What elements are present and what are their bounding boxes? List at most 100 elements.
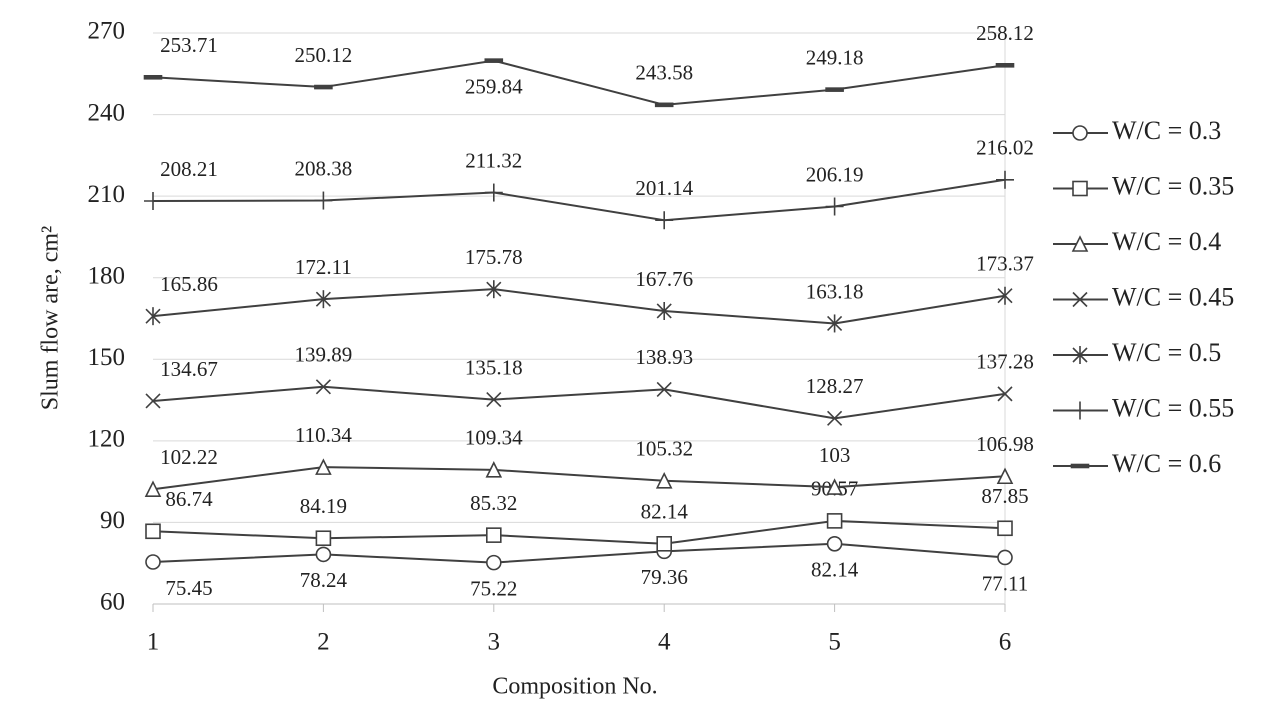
marker-part [315,530,332,547]
data-label: 165.86 [160,272,218,296]
legend-label: W/C = 0.45 [1112,282,1234,311]
marker [1072,125,1088,141]
data-label: 77.11 [982,571,1028,595]
data-label: 211.32 [465,148,522,172]
marker [1072,180,1088,197]
y-tick-label: 180 [88,262,126,289]
marker [1071,235,1089,252]
marker-part [826,513,843,529]
marker [144,192,162,211]
marker [996,170,1014,189]
marker [143,74,163,80]
x-tick-label: 4 [658,629,671,656]
data-label: 87.85 [981,484,1028,508]
marker-part [485,554,502,571]
marker [825,87,844,92]
marker [486,392,502,408]
marker [997,386,1013,402]
data-label: 208.21 [160,157,218,181]
series-line [152,178,1006,222]
data-label: 86.74 [165,487,213,511]
x-tick-label: 3 [488,629,501,656]
data-label: 253.71 [160,33,218,57]
series-line [152,466,1006,491]
marker-part [315,379,331,395]
marker-part [997,386,1013,402]
marker-part [997,549,1013,566]
data-label: 163.18 [806,279,864,303]
marker [827,410,843,426]
marker-part [1070,463,1090,469]
marker-part [826,478,843,495]
y-tick-label: 60 [100,589,125,616]
legend-label: W/C = 0.4 [1112,227,1221,256]
marker [656,381,672,397]
series-line [152,542,1006,564]
y-tick-label: 90 [100,507,125,534]
marker-part [144,480,162,498]
marker [996,467,1014,485]
data-label: 79.36 [641,565,688,589]
marker [484,183,503,202]
data-label: 137.28 [976,350,1034,374]
data-label: 75.45 [165,576,212,600]
marker-part [1072,180,1088,197]
legend-label: W/C = 0.5 [1112,338,1221,367]
data-label: 78.24 [300,568,348,592]
marker [825,197,844,216]
marker [144,480,162,498]
marker-part [485,461,503,478]
marker-part [997,520,1013,537]
marker [314,191,333,210]
marker [145,554,161,570]
marker [656,301,672,320]
marker [655,211,674,230]
data-label: 172.11 [295,255,352,279]
data-label: 105.32 [635,437,693,461]
marker [1072,291,1088,308]
data-label: 258.12 [976,21,1034,45]
data-label: 138.93 [635,345,693,369]
data-label: 206.19 [806,162,864,186]
data-label: 167.76 [635,267,693,291]
data-label: 82.14 [641,500,689,524]
marker-part [995,63,1015,68]
data-label: 82.14 [811,558,859,582]
marker-part [484,58,504,63]
marker [315,290,331,309]
marker-part [655,471,673,489]
data-label: 109.34 [465,426,523,450]
marker-part [1072,125,1088,141]
series-line [152,385,1006,420]
series-line [152,288,1006,325]
marker-part [145,393,161,409]
marker-part [315,458,332,475]
marker-part [1072,291,1088,308]
marker [145,523,161,540]
marker [826,513,843,529]
x-axis-label: Composition No. [492,674,657,700]
data-label: 216.02 [976,136,1034,160]
marker [655,471,673,489]
marker-part [656,536,673,552]
data-label: 84.19 [300,494,347,518]
marker [1072,346,1088,364]
y-tick-label: 210 [88,181,126,208]
data-label: 243.58 [635,61,693,85]
marker [485,461,503,478]
data-label: 85.32 [470,491,517,515]
marker-part [656,381,672,397]
series-line [152,59,1006,106]
series-line [152,519,1006,545]
y-tick-label: 120 [88,426,126,453]
legend-label: W/C = 0.3 [1112,116,1221,145]
data-label: 139.89 [295,343,353,367]
x-tick-label: 1 [147,629,160,656]
y-tick-label: 240 [88,99,126,126]
marker [1070,463,1090,469]
marker [145,393,161,409]
marker-part [143,74,163,80]
marker [315,379,331,395]
marker [485,527,502,543]
x-tick-label: 5 [828,629,841,656]
